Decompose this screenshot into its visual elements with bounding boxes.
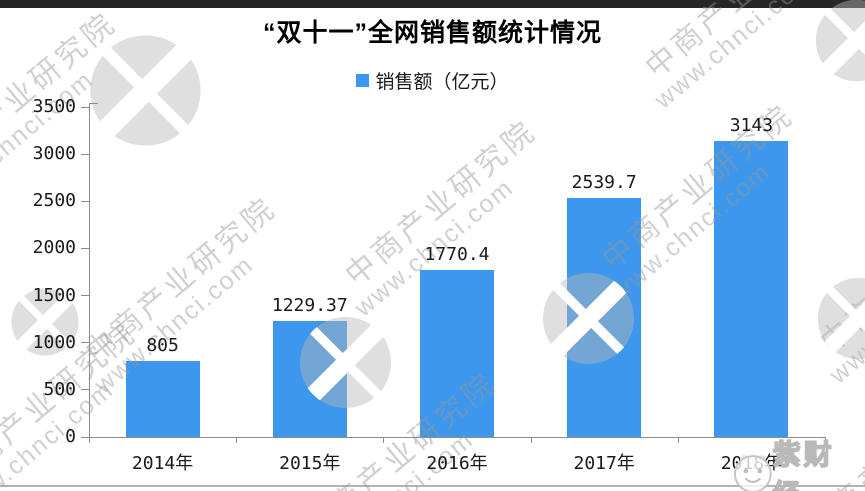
legend: 销售额（亿元） <box>0 67 865 94</box>
watermark-org-text: 中商产业研究院 <box>814 181 865 360</box>
x-tick-mark <box>825 437 826 443</box>
y-tick-label: 2000 <box>32 237 76 259</box>
x-tick-mark <box>677 437 679 443</box>
y-tick-mark <box>81 106 89 108</box>
x-tick-mark <box>383 437 385 443</box>
x-tick-label: 2014年 <box>131 453 194 474</box>
x-tick-mark <box>236 437 238 443</box>
y-tick-mark <box>81 342 89 344</box>
x-tick-label: 2017年 <box>573 453 635 474</box>
zicaijing-logo-text: 紫财经 <box>772 438 835 491</box>
watermark-url-text: www.chnci.com <box>823 239 865 389</box>
bar-value-label: 1229.37 <box>271 295 348 317</box>
y-axis-top-cap <box>89 103 98 104</box>
top-divider-bar <box>0 0 865 8</box>
bar-value-label: 3143 <box>729 114 774 136</box>
legend-label: 销售额（亿元） <box>375 72 509 93</box>
watermark-url-text: www.chnci.com <box>0 64 99 214</box>
bar <box>125 361 200 437</box>
chart-title: “双十一”全网销售额统计情况 <box>262 19 602 47</box>
y-tick-label: 3500 <box>32 96 76 117</box>
y-tick-mark <box>81 247 89 249</box>
y-tick-label: 0 <box>65 426 76 447</box>
y-tick-mark <box>81 389 89 391</box>
y-tick-mark <box>81 436 89 438</box>
bar <box>714 140 789 437</box>
y-axis-line <box>89 103 90 438</box>
legend-swatch <box>356 74 370 87</box>
y-tick-label: 500 <box>43 378 76 400</box>
x-tick-mark <box>530 437 532 443</box>
x-tick-mark <box>89 437 90 443</box>
bar-value-label: 2539.7 <box>571 171 637 193</box>
y-tick-mark <box>81 295 89 297</box>
bar <box>567 197 642 437</box>
zicaijing-logo: 紫财经 <box>731 433 865 491</box>
y-tick-mark <box>81 153 89 155</box>
bar-value-label: 1770.4 <box>424 244 490 266</box>
watermark-pie-logo-icon <box>816 276 865 366</box>
y-tick-label: 3000 <box>32 143 76 165</box>
y-tick-label: 2500 <box>32 190 76 212</box>
zicaijing-face-icon <box>733 455 772 491</box>
y-tick-label: 1000 <box>32 331 76 353</box>
bar <box>272 321 347 437</box>
x-tick-label: 2015年 <box>279 453 341 474</box>
y-tick-mark <box>81 200 89 202</box>
y-tick-label: 1500 <box>32 284 76 306</box>
x-axis-line <box>89 437 826 438</box>
bar <box>420 270 494 437</box>
bottom-divider-line <box>0 485 865 487</box>
bar-value-label: 805 <box>146 335 179 357</box>
x-tick-label: 2016年 <box>426 453 488 474</box>
